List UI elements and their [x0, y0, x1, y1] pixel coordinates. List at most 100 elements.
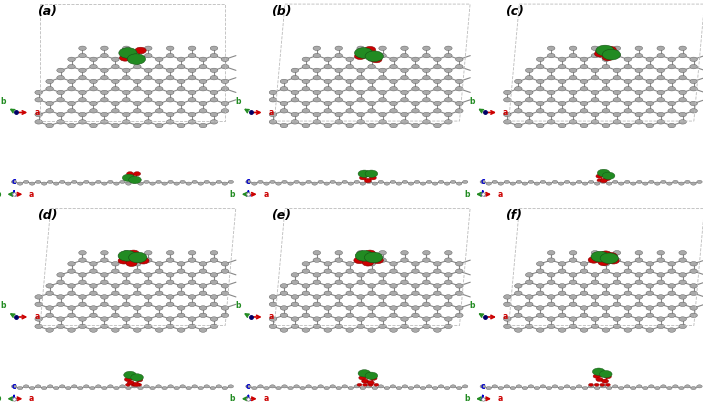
Circle shape: [624, 262, 632, 266]
Circle shape: [668, 262, 676, 266]
Circle shape: [167, 317, 174, 321]
Circle shape: [368, 313, 375, 317]
Circle shape: [346, 328, 354, 332]
Circle shape: [412, 262, 419, 266]
Circle shape: [35, 98, 42, 102]
Circle shape: [354, 385, 359, 388]
Circle shape: [35, 317, 42, 321]
Circle shape: [635, 280, 643, 284]
Circle shape: [155, 291, 163, 295]
Circle shape: [210, 112, 218, 117]
Circle shape: [177, 313, 185, 317]
Circle shape: [67, 328, 75, 332]
Circle shape: [678, 387, 684, 390]
Circle shape: [112, 269, 120, 273]
Circle shape: [342, 180, 347, 184]
Circle shape: [637, 180, 642, 184]
Circle shape: [313, 120, 321, 124]
Circle shape: [401, 295, 408, 299]
Circle shape: [269, 324, 277, 328]
Circle shape: [188, 317, 196, 321]
Circle shape: [657, 273, 664, 277]
Circle shape: [53, 182, 59, 185]
Circle shape: [357, 383, 362, 386]
Circle shape: [569, 68, 577, 72]
Circle shape: [144, 54, 152, 58]
Circle shape: [368, 328, 375, 332]
Circle shape: [591, 258, 599, 262]
Circle shape: [79, 280, 86, 284]
Circle shape: [536, 306, 544, 310]
Circle shape: [635, 112, 643, 117]
Circle shape: [503, 302, 511, 306]
Circle shape: [536, 284, 544, 288]
Circle shape: [324, 306, 332, 310]
Circle shape: [602, 313, 610, 317]
Circle shape: [412, 79, 419, 83]
Circle shape: [313, 98, 321, 102]
Circle shape: [434, 306, 441, 310]
Circle shape: [412, 87, 419, 91]
Circle shape: [35, 302, 42, 306]
Circle shape: [101, 98, 108, 102]
Circle shape: [602, 109, 610, 113]
Circle shape: [150, 387, 155, 390]
Circle shape: [657, 98, 664, 102]
Circle shape: [155, 313, 163, 317]
Circle shape: [525, 98, 533, 102]
Circle shape: [456, 79, 463, 83]
Circle shape: [346, 262, 354, 266]
Circle shape: [221, 306, 228, 310]
Circle shape: [558, 182, 564, 185]
Circle shape: [515, 328, 522, 332]
Circle shape: [646, 124, 654, 128]
Circle shape: [335, 302, 342, 306]
Circle shape: [77, 182, 83, 185]
Circle shape: [668, 109, 676, 113]
Circle shape: [167, 295, 174, 299]
Circle shape: [335, 46, 342, 50]
Circle shape: [144, 295, 152, 299]
Circle shape: [643, 387, 648, 390]
Circle shape: [486, 387, 491, 390]
Circle shape: [186, 182, 191, 185]
Circle shape: [46, 79, 53, 83]
Circle shape: [60, 180, 65, 184]
Circle shape: [613, 120, 621, 124]
Circle shape: [90, 328, 97, 332]
Circle shape: [558, 291, 566, 295]
Circle shape: [134, 284, 141, 288]
Circle shape: [368, 124, 375, 128]
Circle shape: [661, 385, 666, 388]
Circle shape: [602, 284, 610, 288]
Circle shape: [613, 251, 621, 255]
Circle shape: [503, 317, 511, 321]
Circle shape: [624, 124, 632, 128]
Circle shape: [313, 112, 321, 117]
Circle shape: [167, 112, 174, 117]
Circle shape: [177, 262, 185, 266]
Circle shape: [679, 302, 686, 306]
Circle shape: [690, 306, 697, 310]
Circle shape: [423, 90, 430, 94]
Circle shape: [368, 306, 375, 310]
Circle shape: [635, 90, 643, 94]
Circle shape: [379, 273, 387, 277]
Circle shape: [536, 79, 544, 83]
Circle shape: [657, 120, 664, 124]
Circle shape: [270, 180, 275, 184]
Circle shape: [177, 101, 185, 106]
Circle shape: [335, 76, 342, 80]
Circle shape: [210, 54, 218, 58]
Circle shape: [65, 387, 71, 390]
Circle shape: [613, 90, 621, 94]
Circle shape: [122, 76, 130, 80]
Circle shape: [288, 182, 293, 185]
Circle shape: [368, 57, 375, 61]
Circle shape: [210, 295, 218, 299]
Circle shape: [46, 87, 53, 91]
Circle shape: [324, 124, 332, 128]
Circle shape: [122, 317, 130, 321]
Circle shape: [67, 284, 75, 288]
Circle shape: [90, 291, 97, 295]
